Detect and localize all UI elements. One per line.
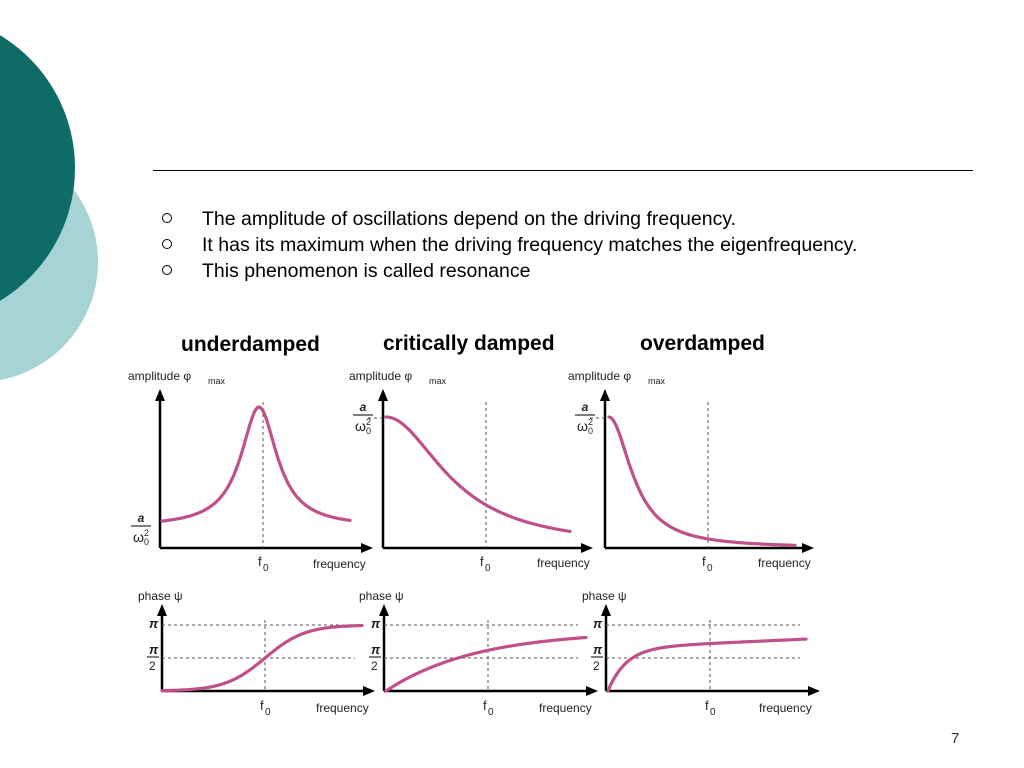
fraction-omega: ω [577,418,588,434]
phase-axis-label: phase ψ [359,589,404,603]
title-divider [153,170,973,171]
pi-label: π [149,616,159,631]
f0-subscript: 0 [265,707,271,718]
f0-subscript: 0 [488,707,494,718]
amplitude-axis-subscript: max [648,376,666,386]
bullet-circle-icon [162,239,172,249]
fraction-omega: ω [133,529,144,545]
pi-half-numerator: π [371,642,381,657]
bullet-circle-icon [162,213,172,223]
y-axis-arrow-icon [600,389,610,401]
x-axis-arrow-icon [802,543,814,553]
x-axis-arrow-icon [363,686,375,696]
frequency-axis-label: frequency [758,556,811,570]
underdamped-amplitude-curve [160,405,352,523]
f0-subscript: 0 [710,707,716,718]
frequency-axis-label: frequency [313,557,366,571]
title-critically-damped: critically damped [383,332,555,355]
fraction-squared: 2 [366,417,371,427]
fraction-numerator: a [360,400,367,414]
f0-label: f [702,554,706,569]
f0-label: f [480,554,484,569]
amplitude-axis-label: amplitude φ [568,369,631,383]
amplitude-axis-subscript: max [208,376,226,386]
y-axis-arrow-icon [378,389,388,401]
fraction-numerator: a [582,400,589,414]
f0-label: f [258,554,262,569]
f0-subscript: 0 [707,563,713,574]
x-axis-arrow-icon [808,686,820,696]
fraction-numerator: a [138,511,145,525]
f0-label: f [483,698,487,713]
pi-half-numerator: π [593,642,603,657]
y-axis-arrow-icon [157,604,167,616]
page-number: 7 [951,730,960,747]
phase-axis-label: phase ψ [582,589,627,603]
bullet-text: This phenomenon is called resonance [202,260,531,282]
x-axis-arrow-icon [586,686,598,696]
bullet-text: The amplitude of oscillations depend on … [202,208,737,230]
frequency-axis-label: frequency [537,556,590,570]
fraction-subscript: 0 [588,426,593,436]
amplitude-axis-label: amplitude φ [128,369,191,383]
critically-damped-phase-curve [384,635,588,693]
amplitude-axis-label: amplitude φ [349,369,412,383]
pi-half-denominator: 2 [149,659,156,673]
underdamped-phase-curve [160,623,364,693]
x-axis-arrow-icon [581,543,593,553]
amplitude-axis-subscript: max [429,376,447,386]
frequency-axis-label: frequency [759,701,812,715]
dark-teal-circle [0,35,75,301]
pi-half-numerator: π [149,642,159,657]
x-axis-arrow-icon [361,543,373,553]
f0-subscript: 0 [485,563,491,574]
f0-subscript: 0 [263,563,269,574]
fraction-subscript: 0 [144,537,149,547]
fraction-squared: 2 [144,528,149,538]
overdamped-amplitude-curve [607,415,797,547]
f0-label: f [705,698,709,713]
pi-label: π [371,616,381,631]
pi-label: π [593,616,603,631]
pi-half-denominator: 2 [593,659,600,673]
y-axis-arrow-icon [601,604,611,616]
fraction-squared: 2 [588,417,593,427]
f0-label: f [260,698,264,713]
title-underdamped: underdamped [181,333,320,356]
title-overdamped: overdamped [640,332,765,355]
bullet-circle-icon [162,265,172,275]
phase-axis-label: phase ψ [138,589,183,603]
frequency-axis-label: frequency [539,701,592,715]
bullet-text: It has its maximum when the driving freq… [202,234,858,256]
fraction-omega: ω [355,418,366,434]
decorative-circles [0,35,98,380]
critically-damped-amplitude-curve [384,415,572,533]
y-axis-arrow-icon [155,389,165,401]
frequency-axis-label: frequency [316,701,369,715]
overdamped-phase-curve [606,637,808,693]
y-axis-arrow-icon [379,604,389,616]
pi-half-denominator: 2 [371,659,378,673]
fraction-subscript: 0 [366,426,371,436]
